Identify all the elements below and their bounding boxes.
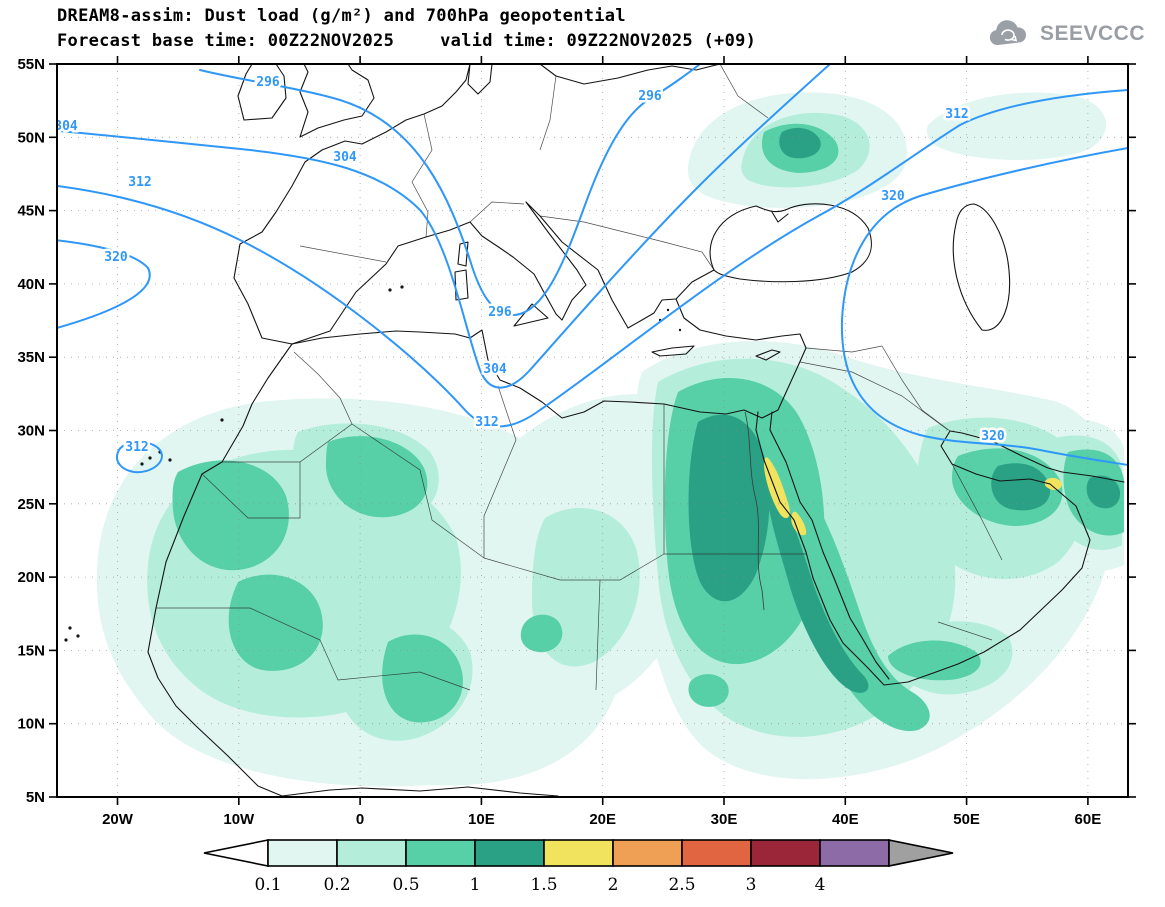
- geopotential-label: 296: [638, 89, 662, 104]
- lat-tick-label: 5N: [26, 789, 45, 806]
- lat-tick-label: 20N: [17, 569, 45, 586]
- colorbar-cell: [751, 840, 820, 866]
- forecast-map: 296296296304304304312312312312320320320 …: [0, 0, 1165, 907]
- colorbar-label: 2.5: [668, 875, 695, 895]
- lat-tick-label: 55N: [17, 56, 45, 73]
- colorbar-cell: [820, 840, 889, 866]
- colorbar-label: 0.2: [323, 875, 350, 895]
- lat-tick-label: 35N: [17, 349, 45, 366]
- lon-tick-label: 0: [356, 811, 364, 828]
- colorbar-cell: [337, 840, 406, 866]
- lon-tick-label: 60E: [1075, 811, 1102, 828]
- contour-304: [0, 64, 830, 388]
- geopotential-label: 296: [488, 305, 512, 320]
- lon-tick-label: 50E: [953, 811, 980, 828]
- lat-tick-label: 10N: [17, 716, 45, 733]
- lon-tick-label: 20W: [102, 811, 134, 828]
- geopotential-label: 304: [483, 362, 507, 377]
- colorbar-label: 0.1: [254, 875, 281, 895]
- colorbar-arrow-right: [889, 840, 953, 866]
- dust-shading-layer: [97, 92, 1124, 786]
- colorbar-cell: [268, 840, 337, 866]
- geopotential-label: 320: [881, 189, 905, 204]
- geopotential-label: 304: [333, 150, 357, 165]
- geopotential-label: 312: [125, 440, 148, 455]
- colorbar-cell: [406, 840, 475, 866]
- lat-tick-label: 50N: [17, 129, 45, 146]
- lon-tick-label: 30E: [711, 811, 738, 828]
- colorbar-label: 1: [470, 875, 481, 895]
- colorbar-cell: [544, 840, 613, 866]
- geopotential-label: 312: [475, 415, 498, 430]
- lon-tick-label: 10W: [223, 811, 255, 828]
- lon-tick-label: 10E: [468, 811, 495, 828]
- contour-296: [200, 64, 700, 315]
- colorbar-label: 3: [746, 875, 757, 895]
- geopotential-label: 296: [256, 75, 280, 90]
- colorbar-cell: [682, 840, 751, 866]
- colorbar-label: 4: [815, 875, 826, 895]
- colorbar-cell: [613, 840, 682, 866]
- dust-load-colorbar: 0.1 0.2 0.5 1 1.5 2 2.5 3 4: [202, 838, 962, 896]
- colorbar-arrow-left: [204, 840, 268, 866]
- lat-tick-label: 25N: [17, 496, 45, 513]
- geopotential-label: 312: [128, 175, 151, 190]
- lat-tick-label: 40N: [17, 276, 45, 293]
- geopotential-label: 320: [104, 250, 128, 265]
- colorbar-cell: [475, 840, 544, 866]
- lat-tick-label: 30N: [17, 423, 45, 440]
- lon-tick-label: 20E: [589, 811, 616, 828]
- colorbar-label: 2: [608, 875, 619, 895]
- geopotential-label: 320: [981, 429, 1005, 444]
- lat-tick-label: 45N: [17, 203, 45, 220]
- lat-tick-label: 15N: [17, 642, 45, 659]
- colorbar-label: 0.5: [392, 875, 419, 895]
- geopotential-label: 312: [945, 107, 968, 122]
- lon-tick-label: 40E: [832, 811, 859, 828]
- forecast-chart-page: DREAM8-assim: Dust load (g/m²) and 700hP…: [0, 0, 1165, 907]
- colorbar-label: 1.5: [530, 875, 557, 895]
